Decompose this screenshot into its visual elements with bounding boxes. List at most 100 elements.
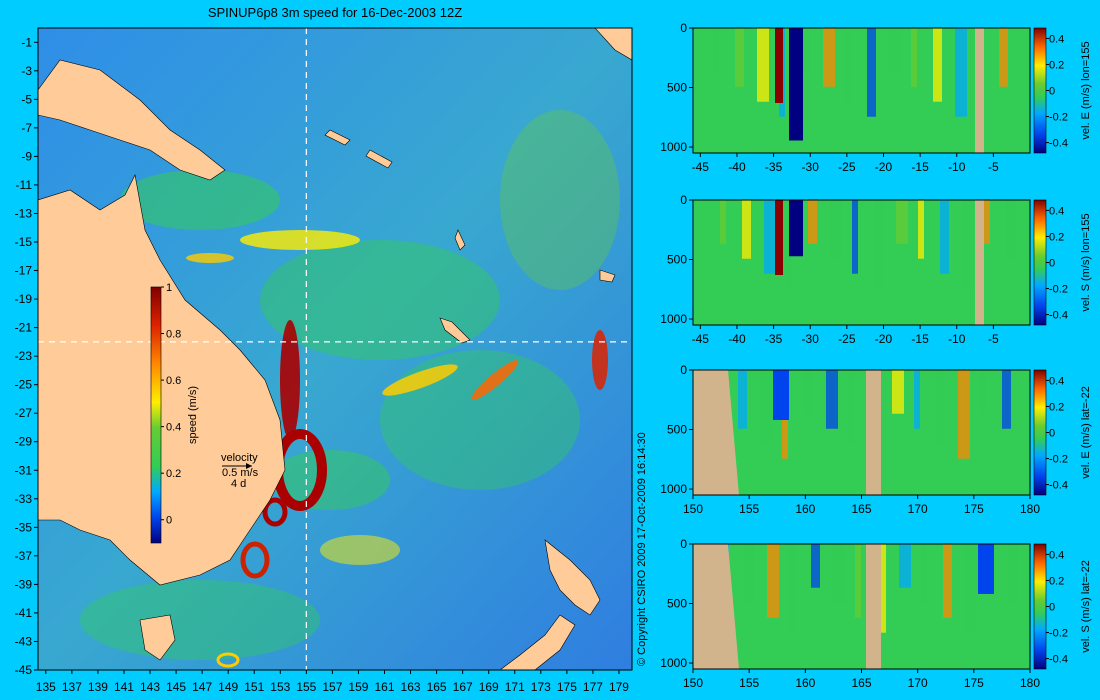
section-x-tick-label: 165: [851, 676, 871, 690]
lon-tick-label: 165: [427, 680, 447, 694]
section-colorbar-label: vel. S (m/s) lon=155: [1080, 213, 1092, 311]
speed-colorbar-label: speed (m/s): [187, 386, 199, 444]
velocity-feature: [943, 544, 952, 618]
section-x-tick-label: -40: [728, 332, 746, 346]
velocity-feature: [764, 200, 776, 274]
section-colorbar-tick-label: 0: [1049, 428, 1055, 440]
section-panels: -45 -40 -35 -30 -25 -20 -15 -10 -5 0 500 1000 0.4 0.2…: [660, 21, 1092, 690]
section-colorbar-tick-label: 0.4: [1049, 205, 1064, 217]
section-x-tick-label: 155: [739, 676, 759, 690]
section-frame: [692, 199, 1031, 326]
section-colorbar-tick-label: -0.2: [1049, 112, 1068, 124]
velocity-feature: [720, 200, 726, 244]
lat-tick-label: -31: [15, 463, 33, 477]
section-x-tick-label: -25: [838, 160, 856, 174]
section-panel: -45 -40 -35 -30 -25 -20 -15 -10 -5 0 500 1000 0.4 0.2…: [660, 193, 1092, 346]
velocity-feature: [808, 200, 817, 244]
velocity-feature: [911, 28, 917, 87]
section-panel: 150 155 160 165 170 175 180 0 500 1000 0.4 0.2 0 -0.2…: [660, 537, 1092, 690]
section-colorbar-tick-label: 0: [1049, 602, 1055, 614]
velocity-feature: [830, 200, 842, 259]
velocity-feature: [896, 200, 908, 244]
section-colorbar: [1033, 369, 1047, 496]
section-land: [975, 200, 984, 325]
speed-colorbar-tick-label: 0.2: [166, 468, 181, 480]
velocity-feature: [745, 544, 754, 603]
lon-tick-label: 169: [479, 680, 499, 694]
section-colorbar-tick-label: 0.2: [1049, 231, 1064, 243]
section-colorbar-tick-label: 0: [1049, 86, 1055, 98]
velocity-feature: [867, 28, 876, 117]
section-y-tick-label: 0: [680, 21, 687, 35]
section-y-tick-label: 0: [680, 193, 687, 207]
section-x-tick-label: 155: [739, 502, 759, 516]
lon-tick-label: 157: [322, 680, 342, 694]
lon-tick-label: 159: [348, 680, 368, 694]
land-fiji: [599, 269, 616, 283]
land-new-guinea: [38, 59, 226, 181]
section-x-tick-label: 175: [964, 502, 984, 516]
lon-tick-label: 175: [557, 680, 577, 694]
lat-tick-label: -45: [15, 663, 33, 677]
speed-colorbar-tick-label: 1: [166, 282, 172, 294]
section-x-tick-label: 165: [851, 502, 871, 516]
velocity-feature: [1009, 544, 1018, 603]
section-x-tick-label: 170: [908, 676, 928, 690]
velocity-feature: [874, 200, 883, 289]
lat-tick-label: -37: [15, 549, 33, 563]
lat-tick-label: -43: [15, 634, 33, 648]
velocity-feature: [889, 28, 901, 72]
section-x-tick-label: -45: [692, 332, 710, 346]
velocity-feature: [980, 370, 986, 414]
section-x-tick-label: 180: [1020, 502, 1040, 516]
section-y-tick-label: 0: [680, 363, 687, 377]
speed-colorbar-tick-label: 0: [166, 515, 172, 527]
section-panel: 150 155 160 165 170 175 180 0 500 1000 0.4 0.2 0 -0.2…: [660, 363, 1092, 516]
velocity-feature: [775, 28, 783, 103]
velocity-feature: [789, 544, 795, 633]
lon-tick-label: 151: [244, 680, 264, 694]
lon-tick-label: 145: [166, 680, 186, 694]
velocity-feature: [789, 200, 803, 257]
velocity-feature: [848, 370, 854, 444]
land-ne-corner: [594, 28, 632, 61]
velocity-feature: [789, 28, 803, 141]
section-y-tick-label: 1000: [660, 312, 687, 326]
section-x-tick-label: 150: [683, 676, 703, 690]
section-colorbar-tick-label: -0.4: [1049, 654, 1068, 666]
lon-tick-label: 163: [401, 680, 421, 694]
lon-tick-label: 177: [583, 680, 603, 694]
velocity-feature: [1002, 370, 1011, 429]
lon-tick-label: 147: [192, 680, 212, 694]
speed-map: 135 137 139 141 143 145 147 149 151 153 155 157 159 1…: [15, 5, 648, 694]
section-land: [866, 544, 881, 669]
lat-tick-label: -17: [15, 264, 33, 278]
land-new-zealand-south: [499, 614, 576, 670]
section-x-tick-label: 180: [1020, 676, 1040, 690]
section-colorbar: [1033, 543, 1047, 670]
lon-tick-label: 137: [62, 680, 82, 694]
lat-tick-label: -11: [16, 178, 33, 192]
lat-tick-label: -41: [15, 606, 33, 620]
velocity-feature: [713, 28, 719, 72]
lat-tick-label: -23: [15, 349, 33, 363]
section-land: [693, 544, 739, 669]
lon-tick-label: 173: [531, 680, 551, 694]
section-x-tick-label: -10: [948, 332, 966, 346]
lon-tick-label: 149: [218, 680, 238, 694]
lat-tick-label: -3: [21, 64, 32, 78]
velocity-feature: [760, 370, 772, 444]
velocity-key-duration: 4 d: [231, 478, 246, 490]
section-x-tick-label: 170: [908, 502, 928, 516]
velocity-feature: [855, 544, 861, 618]
section-x-tick-label: -15: [911, 332, 929, 346]
lon-tick-label: 167: [453, 680, 473, 694]
section-colorbar-tick-label: -0.4: [1049, 480, 1068, 492]
section-x-tick-label: -20: [875, 332, 893, 346]
speed-colorbar-tick-label: 0.6: [166, 375, 181, 387]
velocity-feature: [877, 544, 886, 633]
lat-tick-label: -35: [15, 520, 33, 534]
section-y-tick-label: 0: [680, 537, 687, 551]
velocity-key-speed: 0.5 m/s: [222, 467, 259, 479]
section-colorbar-label: vel. S (m/s) lat=-22: [1080, 560, 1092, 653]
